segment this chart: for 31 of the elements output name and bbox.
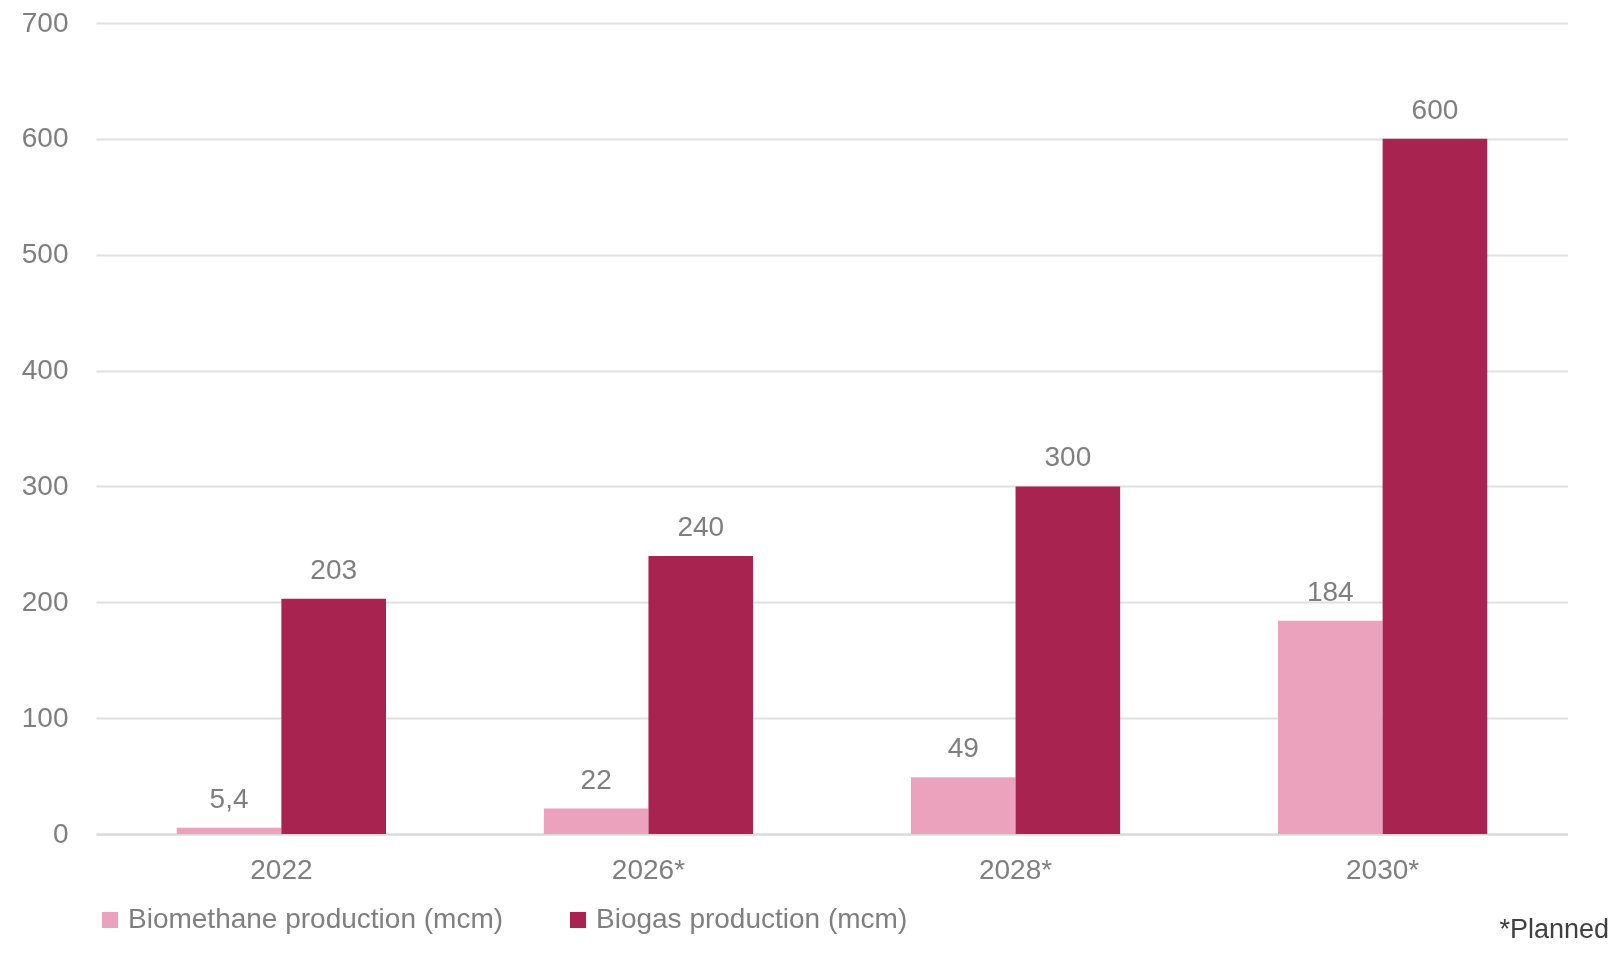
y-tick-label: 500	[21, 238, 69, 270]
y-tick-label: 100	[21, 701, 69, 733]
data-label: 203	[310, 553, 358, 585]
y-tick-label: 600	[21, 122, 69, 154]
text: *Planned	[1499, 914, 1609, 945]
bar	[1015, 486, 1121, 834]
y-tick-label: 200	[21, 585, 69, 617]
y-tick-label: 0	[52, 817, 69, 849]
data-label: 5,4	[209, 782, 249, 814]
y-tick-label: 300	[21, 469, 69, 501]
data-label: 49	[947, 732, 979, 764]
x-tick-label: 2022	[250, 853, 313, 885]
x-tick-label: 2030*	[1346, 853, 1420, 885]
x-tick-label: 2028*	[978, 853, 1053, 885]
y-tick-label: 400	[21, 354, 69, 386]
data-label: 22	[580, 763, 612, 795]
bar	[1278, 620, 1383, 834]
bar	[543, 808, 649, 834]
legend-label: Biogas production (mcm)	[596, 903, 908, 934]
data-label: 240	[677, 510, 725, 542]
bar	[1382, 138, 1488, 834]
bar	[281, 598, 386, 834]
x-tick-label: 2026*	[611, 853, 686, 885]
y-tick-label: 700	[21, 6, 69, 38]
data-label: 184	[1306, 575, 1354, 607]
data-label: 300	[1044, 441, 1092, 473]
data-label: 600	[1411, 93, 1459, 125]
legend-label: Biomethane production (mcm)	[128, 903, 504, 934]
bar	[648, 555, 754, 834]
bar	[176, 827, 282, 834]
bar	[910, 777, 1016, 834]
